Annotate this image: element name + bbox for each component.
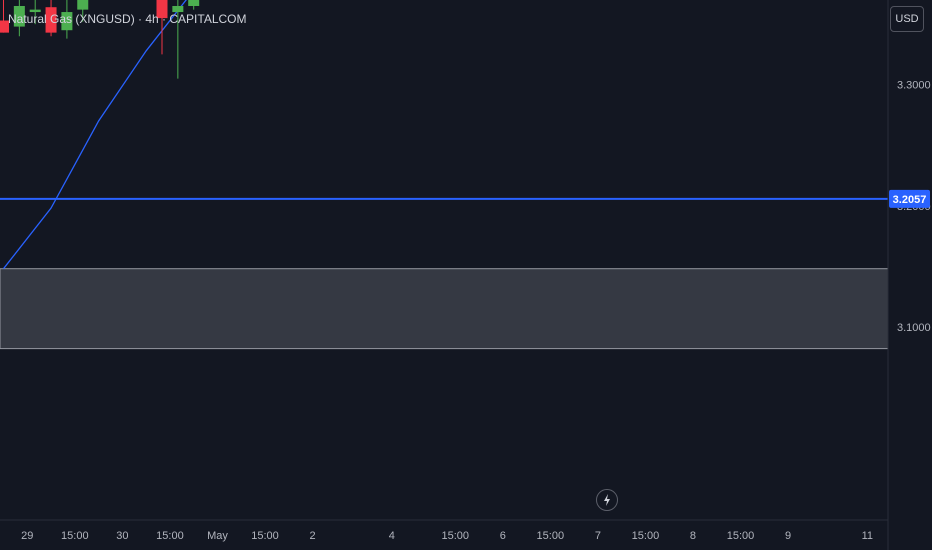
x-tick-label: 30 xyxy=(116,530,128,542)
candle[interactable] xyxy=(45,0,57,37)
candle[interactable] xyxy=(156,0,168,55)
candle[interactable] xyxy=(172,0,184,79)
zone-1 xyxy=(0,268,889,350)
x-tick-label: 9 xyxy=(785,530,791,542)
x-tick-label: 8 xyxy=(690,530,696,542)
x-tick-label: 11 xyxy=(862,530,873,542)
candle-body xyxy=(13,5,25,27)
candle[interactable] xyxy=(61,0,73,39)
x-tick-label: 15:00 xyxy=(727,530,755,542)
flash-icon[interactable] xyxy=(596,489,618,511)
candle-body xyxy=(156,0,168,19)
candle-body xyxy=(45,7,57,33)
x-tick-label: 2 xyxy=(310,530,316,542)
x-tick-label: 15:00 xyxy=(632,530,660,542)
candle[interactable] xyxy=(188,0,200,10)
candle-body xyxy=(188,0,200,6)
x-tick-label: 15:00 xyxy=(156,530,184,542)
y-tick-label: 3.1000 xyxy=(897,322,931,334)
x-tick-label: 15:00 xyxy=(537,530,565,542)
chart-title: Natural Gas (XNGUSD) · 4h · CAPITALCOM xyxy=(8,12,247,26)
x-tick-label: 7 xyxy=(595,530,601,542)
candle-body xyxy=(0,20,9,33)
x-tick-label: 15:00 xyxy=(251,530,279,542)
moving-average-line xyxy=(2,0,187,270)
x-tick-label: 15:00 xyxy=(61,530,89,542)
candle[interactable] xyxy=(13,0,25,37)
candle-body xyxy=(172,5,184,13)
x-tick-label: 6 xyxy=(500,530,506,542)
x-tick-label: 15:00 xyxy=(441,530,469,542)
currency-button[interactable]: USD xyxy=(890,6,924,32)
x-tick-label: 4 xyxy=(389,530,395,542)
x-tick-label: May xyxy=(207,530,228,542)
candle-body xyxy=(77,0,89,10)
candle[interactable] xyxy=(29,0,41,25)
svg-text:3.2057: 3.2057 xyxy=(893,194,927,206)
x-tick-label: 29 xyxy=(21,530,33,542)
candle-body xyxy=(29,9,41,13)
candle[interactable] xyxy=(0,0,9,33)
level-price-label-1: 3.2057 xyxy=(889,189,930,208)
candle[interactable] xyxy=(77,0,89,22)
candle-body xyxy=(61,12,73,31)
y-tick-label: 3.3000 xyxy=(897,80,931,92)
